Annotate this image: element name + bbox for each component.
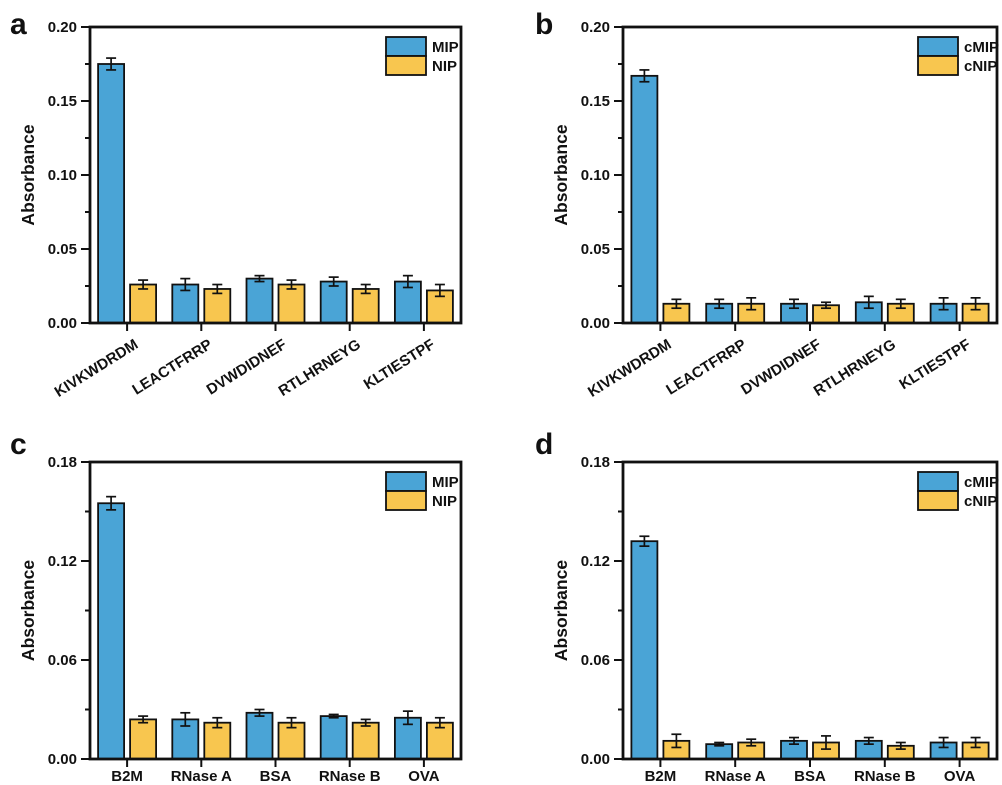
category-label: BSA	[260, 768, 292, 785]
legend-label: cNIP	[964, 493, 997, 510]
category-label: RNase A	[171, 768, 232, 785]
legend-label: MIP	[432, 39, 459, 56]
bar-cmip	[630, 540, 659, 760]
bar-mip	[97, 502, 125, 760]
legend-label: NIP	[432, 58, 457, 75]
category-label: KLTIESTPF	[361, 336, 438, 393]
bar-mip	[319, 280, 348, 324]
category-label: OVA	[408, 768, 440, 785]
legend-label: cNIP	[964, 58, 997, 75]
category-label: RNase B	[854, 768, 916, 785]
y-tick-label: 0.05	[48, 241, 77, 258]
legend-swatch-cnip	[917, 490, 959, 511]
category-label: LEACTFRRP	[129, 336, 215, 399]
legend-label: NIP	[432, 493, 457, 510]
panel-letter: d	[535, 428, 553, 461]
legend-swatch-nip	[385, 55, 427, 76]
y-tick-label: 0.20	[581, 19, 610, 36]
y-tick-label: 0.10	[48, 167, 77, 184]
category-label: RTLHRNEYG	[811, 336, 899, 400]
bar-mip	[245, 711, 274, 760]
y-tick-label: 0.20	[48, 19, 77, 36]
panel-letter: c	[10, 428, 27, 461]
y-axis-label: Absorbance	[18, 560, 38, 661]
category-label: DVWDIDNEF	[738, 336, 824, 399]
legend-label: cMIP	[964, 474, 999, 491]
bar-mip	[393, 280, 422, 324]
category-label: RTLHRNEYG	[276, 336, 364, 400]
y-tick-label: 0.05	[581, 241, 610, 258]
panel-letter: b	[535, 8, 553, 41]
y-tick-label: 0.18	[581, 454, 610, 471]
y-tick-label: 0.06	[581, 652, 610, 669]
axis-frame	[621, 460, 999, 761]
y-tick-label: 0.00	[48, 315, 77, 332]
bar-mip	[319, 715, 348, 760]
bar-nip	[203, 288, 232, 324]
y-tick-label: 0.10	[581, 167, 610, 184]
y-axis-label: Absorbance	[18, 124, 38, 225]
y-axis-label: Absorbance	[551, 124, 571, 225]
category-label: B2M	[645, 768, 677, 785]
y-axis-label: Absorbance	[551, 560, 571, 661]
category-label: KIVKWDRDM	[52, 336, 142, 401]
legend-swatch-cmip	[917, 36, 959, 57]
legend-label: cMIP	[964, 39, 999, 56]
y-tick-label: 0.00	[581, 315, 610, 332]
legend-swatch-mip	[385, 36, 427, 57]
category-label: BSA	[794, 768, 826, 785]
y-tick-label: 0.15	[48, 93, 77, 110]
bar-chart-svg: 0.00 0.06 0.12 0.18 B2M RNase A BSA RNase B OVA A…	[10, 428, 463, 785]
bar-mip	[97, 63, 125, 324]
bar-chart-svg: 0.00 0.05 0.10 0.15 0.20 KIVKWDRDMLEACTFRRPDV…	[10, 8, 463, 401]
y-tick-label: 0.18	[48, 454, 77, 471]
y-tick-label: 0.15	[581, 93, 610, 110]
y-tick-label: 0.12	[48, 553, 77, 570]
bar-nip	[277, 721, 306, 760]
bar-nip	[129, 718, 158, 760]
axis-frame	[88, 460, 463, 761]
bar-nip	[129, 283, 158, 324]
bar-chart-svg: 0.00 0.06 0.12 0.18 B2M RNase A BSA RNase B OVA A…	[535, 428, 999, 785]
category-label: OVA	[944, 768, 976, 785]
y-tick-label: 0.00	[581, 751, 610, 768]
bar-nip	[351, 721, 380, 760]
panel-letter: a	[10, 8, 27, 41]
chart-panel-b: 0.00 0.05 0.10 0.15 0.20 KIVKWDRDM LEACTFRRP DV…	[501, 0, 1002, 425]
legend-swatch-mip	[385, 471, 427, 492]
bar-mip	[245, 277, 274, 324]
legend-label: MIP	[432, 474, 459, 491]
axis-frame	[88, 25, 463, 325]
category-label: B2M	[111, 768, 143, 785]
y-tick-label: 0.06	[48, 652, 77, 669]
y-tick-label: 0.12	[581, 553, 610, 570]
bar-chart-svg: 0.00 0.05 0.10 0.15 0.20 KIVKWDRDMLEACTFRRPDV…	[535, 8, 999, 401]
y-tick-label: 0.00	[48, 751, 77, 768]
bar-cmip	[630, 74, 659, 324]
chart-panel-a: 0.00 0.05 0.10 0.15 0.20 KIVKWDRDM LEACTFRRP DV…	[0, 0, 501, 425]
legend-swatch-nip	[385, 490, 427, 511]
category-label: KLTIESTPF	[896, 336, 973, 393]
category-label: RNase B	[319, 768, 381, 785]
category-label: LEACTFRRP	[663, 336, 749, 399]
chart-panel-c: 0.00 0.06 0.12 0.18 B2M RNase A BSA RNase B OVA A…	[0, 420, 501, 785]
category-label: DVWDIDNEF	[204, 336, 290, 399]
bar-nip	[277, 283, 306, 324]
category-label: KIVKWDRDM	[585, 336, 675, 401]
category-label: RNase A	[705, 768, 766, 785]
legend-swatch-cnip	[917, 55, 959, 76]
legend-swatch-cmip	[917, 471, 959, 492]
axis-frame	[621, 25, 999, 325]
chart-panel-d: 0.00 0.06 0.12 0.18 B2M RNase A BSA RNase B OVA A…	[501, 420, 1002, 785]
